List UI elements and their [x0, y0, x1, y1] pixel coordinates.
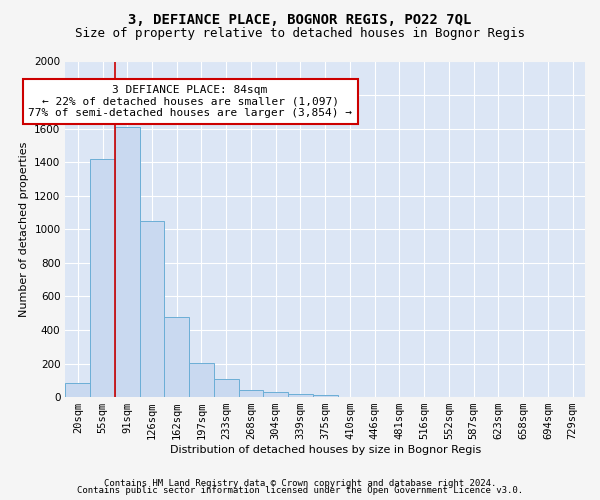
Y-axis label: Number of detached properties: Number of detached properties: [19, 142, 29, 317]
Text: Contains HM Land Registry data © Crown copyright and database right 2024.: Contains HM Land Registry data © Crown c…: [104, 478, 496, 488]
X-axis label: Distribution of detached houses by size in Bognor Regis: Distribution of detached houses by size …: [170, 445, 481, 455]
Bar: [214, 380, 239, 397]
Text: Size of property relative to detached houses in Bognor Regis: Size of property relative to detached ho…: [75, 28, 525, 40]
Bar: [115, 127, 140, 397]
Text: 3, DEFIANCE PLACE, BOGNOR REGIS, PO22 7QL: 3, DEFIANCE PLACE, BOGNOR REGIS, PO22 7Q…: [128, 12, 472, 26]
Bar: [90, 159, 115, 397]
Text: 3 DEFIANCE PLACE: 84sqm
← 22% of detached houses are smaller (1,097)
77% of semi: 3 DEFIANCE PLACE: 84sqm ← 22% of detache…: [28, 85, 352, 118]
Bar: [313, 394, 338, 397]
Bar: [140, 221, 164, 397]
Bar: [189, 362, 214, 397]
Bar: [288, 394, 313, 397]
Bar: [239, 390, 263, 397]
Bar: [65, 383, 90, 397]
Text: Contains public sector information licensed under the Open Government Licence v3: Contains public sector information licen…: [77, 486, 523, 495]
Bar: [263, 392, 288, 397]
Bar: [164, 316, 189, 397]
